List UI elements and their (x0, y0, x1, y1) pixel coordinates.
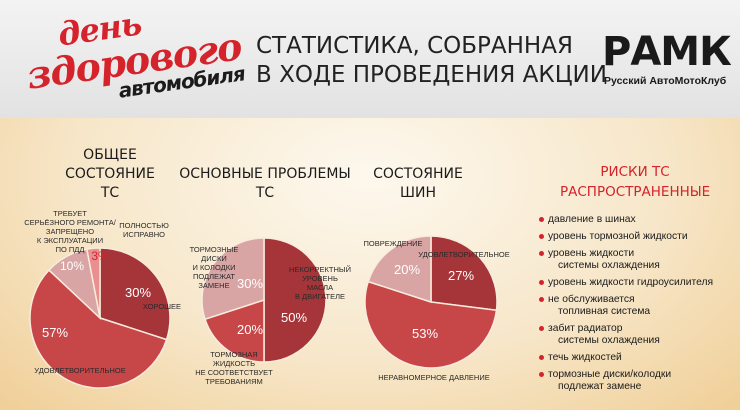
problems-title-line1: ОСНОВНЫЕ ПРОБЛЕМЫ (179, 166, 351, 182)
risk-item-text: течь жидкостей (548, 352, 622, 363)
pie-slice (29, 269, 168, 389)
pie-slice (201, 237, 265, 321)
pie-slice (86, 247, 101, 319)
risk-item: уровень жидкости гидроусилителя (539, 277, 739, 289)
risks-title: РИСКИ ТС РАСПРОСТРАНЕННЫЕ (560, 162, 710, 202)
risk-item-text: уровень тормозной жидкости (548, 231, 688, 242)
bullet-dot-icon (539, 372, 544, 377)
risk-item-text: уровень жидкости гидроусилителя (548, 277, 714, 288)
general-title-line3: ТС (100, 185, 120, 201)
pie-slice (430, 235, 498, 312)
pie-slice-label: УДОВЛЕТВОРИТЕЛЬНОЕ (418, 250, 509, 259)
pie-chart: 27% УДОВЛЕТВОРИТЕЛЬНОЕ 53% НЕРАВНОМЕРНОЕ ДА… (363, 235, 510, 382)
main-problems-title: ОСНОВНЫЕ ПРОБЛЕМЫ ТС (170, 165, 360, 203)
pie-slice (364, 280, 498, 369)
risk-item: уровень жидкости системы охлаждения (539, 248, 739, 272)
risk-item-text-cont: топливная система (558, 306, 651, 317)
general-title-line1: ОБЩЕЕ (83, 147, 137, 163)
bullet-dot-icon (539, 234, 544, 239)
pie-chart: 50% НЕКОРРЕКТНЫЙ УРОВЕНЬ МАСЛА В ДВИГАТЕЛЕ 20… (190, 237, 351, 386)
pie-slice (204, 298, 265, 363)
bullet-dot-icon (539, 297, 544, 302)
risk-item-text: не обслуживается (548, 294, 635, 305)
pie-slice-label: ПОЛНОСТЬЮ ИСПРАВНО (119, 221, 169, 239)
header-title: СТАТИСТИКА, СОБРАННАЯ В ХОДЕ ПРОВЕДЕНИЯ … (256, 32, 607, 90)
pie-percent-label: 57% (42, 325, 68, 340)
risk-item-text-cont: системы охлаждения (558, 260, 660, 271)
risk-item: уровень тормозной жидкости (539, 231, 739, 243)
header-band (0, 0, 740, 118)
bullet-dot-icon (539, 251, 544, 256)
header-title-line1: СТАТИСТИКА, СОБРАННАЯ (256, 33, 573, 59)
bullet-dot-icon (539, 326, 544, 331)
pie-slice-label: ТОРМОЗНАЯ ЖИДКОСТЬ НЕ СООТВЕТСТВУЕТ ТРЕБОВА… (195, 350, 273, 386)
risk-item: забит радиатор системы охлаждения (539, 323, 739, 347)
risks-title-line1: РИСКИ ТС (600, 164, 670, 180)
risk-item-text: уровень жидкости (548, 248, 635, 259)
tires-title-line1: СОСТОЯНИЕ (373, 166, 463, 182)
pie-slice-label: ТОРМОЗНЫЕ ДИСКИ И КОЛОДКИ ПОДЛЕЖАТ ЗАМЕНЕ (190, 245, 239, 290)
pie-percent-label: 3% (91, 249, 109, 263)
pie-percent-label: 53% (412, 326, 438, 341)
risk-item-text: забит радиатор (548, 323, 623, 334)
pie-percent-label: 20% (237, 322, 263, 337)
risk-item-text-cont: подлежат замене (558, 381, 642, 392)
pie-slice (367, 235, 432, 304)
bullet-dot-icon (539, 355, 544, 360)
brand-logo: РАМК (602, 29, 732, 75)
risks-title-line2: РАСПРОСТРАНЕННЫЕ (560, 184, 711, 200)
pie-chart: 30% ХОРОШЕЕ 57% УДОВЛЕТВОРИТЕЛЬНОЕ 10% ТРЕБУЕ… (24, 209, 181, 389)
risk-item-text: тормозные диски/колодки (548, 369, 672, 380)
header-title-line2: В ХОДЕ ПРОВЕДЕНИЯ АКЦИИ (256, 62, 607, 88)
risk-item-text: давление в шинах (548, 214, 636, 225)
risk-item: не обслуживается топливная система (539, 294, 739, 318)
pie-slice-label: НЕРАВНОМЕРНОЕ ДАВЛЕНИЕ (378, 373, 490, 382)
bullet-dot-icon (539, 280, 544, 285)
tire-state-title: СОСТОЯНИЕ ШИН (358, 165, 478, 203)
brand-subtitle: Русский АвтоМотоКлуб (604, 75, 727, 87)
risk-item: тормозные диски/колодки подлежат замене (539, 369, 739, 393)
pie-slice (263, 237, 327, 363)
pie-percent-label: 20% (394, 262, 420, 277)
pie-slice (99, 247, 171, 341)
pie-slice-label: НЕКОРРЕКТНЫЙ УРОВЕНЬ МАСЛА В ДВИГАТЕЛЕ (289, 265, 351, 301)
bullet-dot-icon (539, 217, 544, 222)
pie-percent-label: 27% (448, 268, 474, 283)
pie-slice-label: ХОРОШЕЕ (143, 302, 181, 311)
risks-list: давление в шинах уровень тормозной жидко… (539, 214, 739, 398)
general-title-line2: СОСТОЯНИЕ (65, 166, 155, 182)
pie-slice-label: ПОВРЕЖДЕНИЕ (363, 239, 422, 248)
tires-title-line2: ШИН (400, 185, 436, 201)
problems-title-line2: ТС (255, 185, 275, 201)
risk-item-text-cont: системы охлаждения (558, 335, 660, 346)
pie-slice-label: ТРЕБУЕТ СЕРЬЁЗНОГО РЕМОНТА/ЗАПРЕЩЕНО К ЭКС… (24, 209, 117, 254)
risk-item: течь жидкостей (539, 352, 739, 364)
risk-item: давление в шинах (539, 214, 739, 226)
general-state-title: ОБЩЕЕ СОСТОЯНИЕ ТС (30, 146, 190, 203)
pie-slice-label: УДОВЛЕТВОРИТЕЛЬНОЕ (34, 366, 125, 375)
pie-percent-label: 30% (237, 276, 263, 291)
pie-percent-label: 30% (125, 285, 151, 300)
pie-percent-label: 10% (60, 259, 84, 273)
pie-percent-label: 50% (281, 310, 307, 325)
